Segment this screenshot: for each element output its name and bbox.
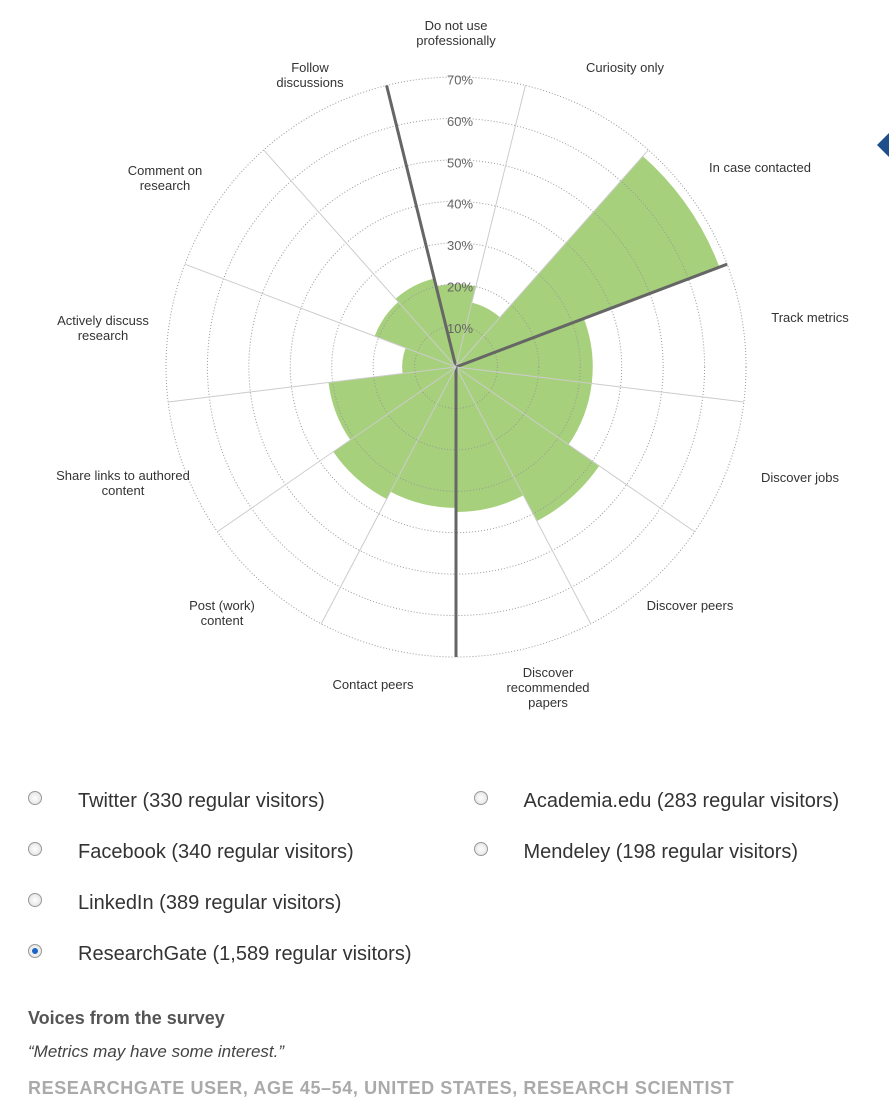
y-tick-label: 60% bbox=[447, 114, 473, 129]
wedge bbox=[456, 302, 500, 367]
spoke bbox=[320, 366, 457, 625]
y-tick-label: 50% bbox=[447, 155, 473, 170]
category-label: Actively discuss research bbox=[57, 313, 149, 343]
wedge bbox=[374, 301, 456, 367]
nav-arrow bbox=[877, 133, 889, 157]
option[interactable]: Twitter (330 regular visitors) bbox=[28, 785, 444, 817]
option-label[interactable]: Mendeley (198 regular visitors) bbox=[523, 841, 799, 863]
category-label: Discover recommended papers bbox=[506, 665, 590, 710]
grid-ring bbox=[414, 325, 498, 409]
site-options: Twitter (330 regular visitors) Facebook (… bbox=[28, 785, 889, 975]
y-tick-label: 40% bbox=[447, 197, 473, 212]
option[interactable]: Facebook (340 regular visitors) bbox=[28, 836, 444, 868]
category-label: Follow discussions bbox=[276, 60, 344, 90]
chart: 10% 20% 30% 40% 50% 60% 70% bbox=[165, 72, 889, 658]
category-label: Curiosity only bbox=[585, 60, 665, 75]
quote-text: “Metrics may have some interest.” bbox=[28, 1042, 285, 1061]
option-label[interactable]: Academia.edu (283 regular visitors) bbox=[523, 790, 840, 812]
category-label: Discover peers bbox=[646, 598, 734, 613]
category-label: Track metrics bbox=[771, 310, 849, 325]
wedge bbox=[328, 367, 456, 440]
wedge bbox=[456, 156, 720, 367]
grid-ring bbox=[248, 159, 664, 575]
y-tick-label: 70% bbox=[447, 72, 473, 87]
spoke bbox=[455, 149, 649, 368]
spoke bbox=[455, 366, 695, 533]
wedge bbox=[456, 318, 593, 384]
spoke bbox=[263, 149, 457, 368]
radio-button[interactable] bbox=[28, 791, 42, 805]
y-tick-label: 30% bbox=[447, 238, 473, 253]
category-label: Share links to authored content bbox=[56, 468, 190, 498]
spoke bbox=[455, 366, 592, 625]
category-label: In case contacted bbox=[709, 160, 811, 175]
spoke bbox=[184, 263, 457, 368]
grid-ring bbox=[165, 76, 747, 658]
option-label[interactable]: Twitter (330 regular visitors) bbox=[78, 790, 325, 812]
option-label[interactable]: ResearchGate (1,589 regular visitors) bbox=[78, 943, 412, 965]
spoke bbox=[455, 262, 728, 369]
category-label: Discover jobs bbox=[760, 470, 840, 485]
wedge bbox=[395, 278, 456, 367]
wedge bbox=[402, 347, 456, 374]
wedge bbox=[436, 284, 476, 367]
radio-button[interactable] bbox=[28, 944, 42, 958]
option[interactable]: Mendeley (198 regular visitors) bbox=[473, 836, 889, 868]
category-label: Contact peers bbox=[332, 677, 414, 692]
spoke bbox=[455, 366, 744, 403]
category-label: Do not use professionally bbox=[416, 18, 496, 48]
spoke bbox=[455, 85, 526, 368]
option[interactable]: Academia.edu (283 regular visitors) bbox=[473, 785, 889, 817]
quote-source: RESEARCHGATE USER, AGE 45–54, UNITED STA… bbox=[28, 1078, 735, 1098]
spoke bbox=[385, 85, 458, 368]
option-label[interactable]: LinkedIn (389 regular visitors) bbox=[78, 892, 342, 914]
y-tick-label: 20% bbox=[447, 280, 473, 295]
y-tick-label: 10% bbox=[447, 321, 473, 336]
spoke bbox=[168, 366, 457, 403]
wedge bbox=[390, 367, 456, 508]
radio-button[interactable] bbox=[473, 842, 488, 856]
radio-button[interactable] bbox=[28, 893, 42, 907]
wedge bbox=[456, 367, 600, 522]
grid-ring bbox=[289, 200, 623, 534]
radio-button[interactable] bbox=[473, 791, 488, 805]
wedge bbox=[456, 367, 524, 512]
spoke bbox=[217, 366, 457, 533]
quote-heading: Voices from the survey bbox=[28, 1008, 225, 1028]
option[interactable]: LinkedIn (389 regular visitors) bbox=[28, 887, 444, 919]
option-label[interactable]: Facebook (340 regular visitors) bbox=[78, 841, 354, 863]
wedge bbox=[333, 367, 456, 500]
option[interactable]: ResearchGate (1,589 regular visitors) bbox=[28, 938, 444, 970]
category-label: Post (work) content bbox=[189, 598, 255, 628]
radio-button[interactable] bbox=[28, 842, 42, 856]
wedge bbox=[456, 367, 592, 445]
category-label: Comment on research bbox=[127, 163, 203, 193]
